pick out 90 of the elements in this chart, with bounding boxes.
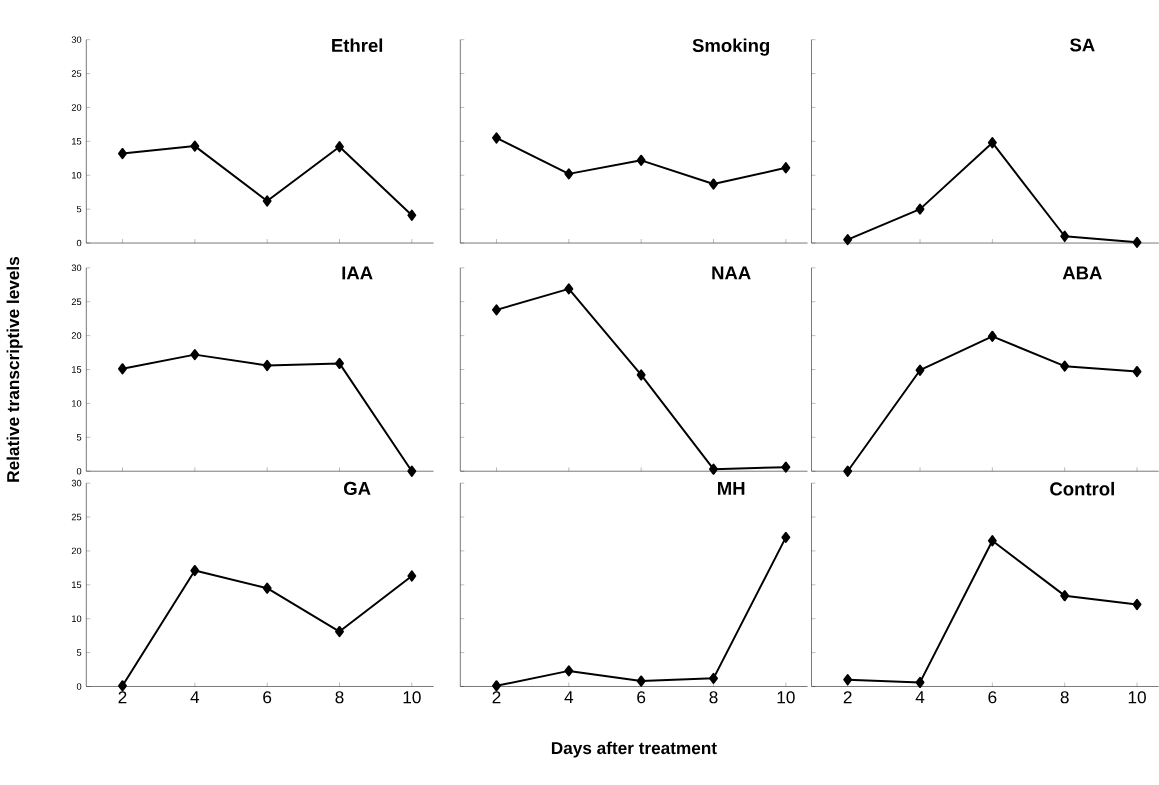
y-tick-label: 20: [71, 547, 82, 555]
chart-title: Control: [1050, 482, 1114, 496]
point: [1132, 598, 1142, 611]
y-tick-label: 25: [71, 298, 82, 306]
y-tick-label: 25: [71, 513, 82, 521]
y-tick-label: 10: [72, 615, 82, 623]
x-tick-label: 8: [709, 691, 718, 704]
x-tick-label: 4: [564, 691, 574, 704]
y-tick-label: 5: [76, 206, 82, 213]
point: [915, 676, 925, 689]
y-axis-title: Relative transcriptive levels: [6, 257, 23, 482]
y-tick-label: 10: [72, 400, 82, 407]
chart-title: IAA: [342, 266, 373, 280]
point: [492, 132, 501, 144]
point: [987, 330, 997, 343]
x-tick-label: 2: [492, 691, 501, 704]
point: [781, 461, 791, 473]
chart-title: Smoking: [692, 38, 770, 56]
y-tick-label: 0: [76, 683, 82, 690]
x-tick-label: 2: [118, 691, 127, 704]
chart-title: GA: [344, 482, 371, 496]
point: [335, 141, 344, 153]
y-tick-label: 15: [72, 138, 82, 145]
point: [118, 680, 127, 692]
point: [781, 162, 791, 174]
point: [564, 283, 574, 295]
point: [190, 565, 200, 577]
y-tick-label: 20: [71, 332, 82, 340]
point: [564, 665, 574, 677]
point: [1132, 366, 1142, 378]
x-tick-label: 6: [637, 691, 646, 704]
point: [843, 674, 853, 686]
point: [190, 349, 200, 361]
x-tick-label: 10: [1128, 691, 1146, 704]
y-tick-label: 30: [71, 480, 82, 487]
chart-title: SA: [1070, 38, 1095, 52]
chart-title: NAA: [712, 266, 751, 280]
y-tick-label: 30: [71, 36, 82, 44]
chart-title: Ethrel: [332, 38, 383, 53]
point: [335, 626, 344, 638]
point: [709, 178, 718, 190]
point: [564, 168, 574, 180]
x-tick-label: 2: [843, 691, 852, 704]
point: [781, 531, 791, 544]
point: [407, 465, 417, 477]
point: [709, 463, 718, 475]
point: [987, 137, 997, 149]
point: [262, 359, 272, 372]
point: [915, 203, 925, 215]
x-tick-label: 6: [988, 691, 997, 704]
point: [262, 195, 272, 207]
y-tick-label: 0: [76, 239, 82, 247]
point: [843, 465, 853, 477]
x-tick-label: 8: [1060, 691, 1069, 704]
y-tick-label: 15: [72, 366, 82, 373]
point: [407, 209, 417, 221]
y-tick-label: 10: [72, 172, 82, 179]
x-tick-label: 4: [190, 691, 200, 704]
y-tick-label: 5: [76, 434, 82, 441]
chart-title: MH: [718, 482, 745, 495]
point: [636, 369, 646, 381]
x-tick-label: 4: [915, 691, 925, 704]
y-tick-label: 20: [71, 104, 82, 111]
x-axis-title: Days after treatment: [551, 741, 717, 758]
x-tick-label: 10: [777, 691, 795, 704]
point: [407, 570, 417, 582]
point: [1060, 230, 1070, 243]
point: [636, 154, 646, 167]
y-tick-label: 30: [71, 264, 82, 272]
point: [492, 680, 501, 692]
point: [118, 148, 127, 160]
point: [636, 675, 646, 687]
point: [1132, 236, 1142, 249]
x-tick-label: 8: [335, 691, 344, 704]
point: [915, 364, 925, 376]
x-tick-label: 10: [403, 691, 421, 704]
point: [843, 234, 853, 246]
point: [118, 363, 127, 375]
y-tick-label: 0: [76, 468, 82, 475]
point: [987, 535, 997, 547]
point: [262, 582, 272, 594]
point: [1060, 360, 1070, 372]
point: [492, 304, 501, 316]
chart-title: ABA: [1062, 266, 1102, 280]
point: [1060, 590, 1070, 602]
y-tick-label: 15: [72, 581, 82, 589]
y-tick-label: 5: [76, 649, 82, 656]
point: [190, 140, 200, 152]
x-tick-label: 6: [263, 691, 272, 704]
y-tick-label: 25: [71, 70, 82, 77]
